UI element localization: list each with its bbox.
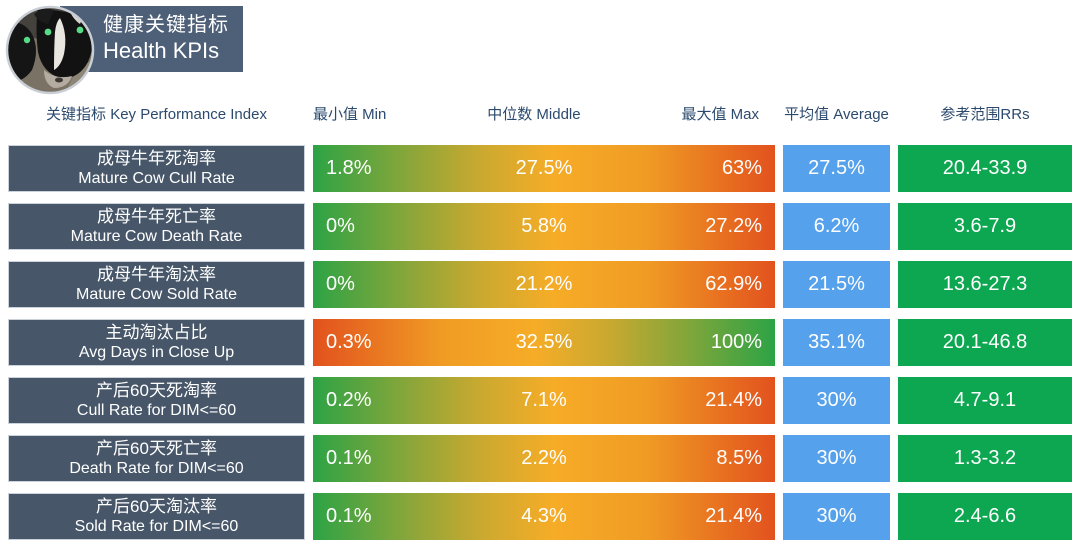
average-value: 6.2% [813, 215, 860, 237]
kpi-label-box: 成母牛年死淘率 Mature Cow Cull Rate [8, 145, 305, 192]
min-value: 1.8% [326, 157, 372, 179]
kpi-row: 产后60天死淘率 Cull Rate for DIM<=60 0.2% 7.1%… [8, 377, 1072, 424]
reference-range-value: 20.4-33.9 [942, 157, 1028, 179]
reference-range-box: 20.4-33.9 [898, 145, 1072, 192]
min-value: 0.2% [326, 389, 372, 411]
reference-range-box: 20.1-46.8 [898, 319, 1072, 366]
title-en: Health KPIs [103, 37, 220, 63]
min-value: 0% [326, 215, 355, 237]
header-average: 平均值 Average [784, 105, 889, 123]
kpi-label-en: Mature Cow Death Rate [70, 228, 243, 246]
reference-range-value: 20.1-46.8 [942, 331, 1028, 353]
reference-range-box: 3.6-7.9 [898, 203, 1072, 250]
average-value: 30% [816, 505, 857, 527]
kpi-label-en: Death Rate for DIM<=60 [69, 460, 244, 478]
middle-value: 32.5% [515, 331, 573, 353]
kpi-label-zh: 产后60天淘汰率 [96, 496, 217, 516]
reference-range-value: 1.3-3.2 [953, 447, 1017, 469]
average-value: 35.1% [808, 331, 865, 353]
kpi-row: 主动淘汰占比 Avg Days in Close Up 0.3% 32.5% 1… [8, 319, 1072, 366]
kpi-row: 成母牛年死淘率 Mature Cow Cull Rate 1.8% 27.5% … [8, 145, 1072, 192]
reference-range-box: 1.3-3.2 [898, 435, 1072, 482]
header-middle: 中位数 Middle [487, 105, 581, 123]
reference-range-value: 4.7-9.1 [953, 389, 1017, 411]
max-value: 62.9% [705, 273, 762, 295]
min-value: 0.3% [326, 331, 372, 353]
min-value: 0.1% [326, 447, 372, 469]
middle-value: 27.5% [515, 157, 573, 179]
kpi-label-box: 产后60天淘汰率 Sold Rate for DIM<=60 [8, 493, 305, 540]
max-value: 21.4% [705, 389, 762, 411]
average-value-box: 30% [783, 493, 890, 540]
range-gradient-bar: 0% 5.8% 27.2% [313, 203, 775, 250]
average-value: 27.5% [808, 157, 865, 179]
kpi-row: 产后60天淘汰率 Sold Rate for DIM<=60 0.1% 4.3%… [8, 493, 1072, 540]
kpi-rows-container: 成母牛年死淘率 Mature Cow Cull Rate 1.8% 27.5% … [0, 145, 1080, 551]
kpi-label-en: Cull Rate for DIM<=60 [76, 402, 237, 420]
reference-range-box: 2.4-6.6 [898, 493, 1072, 540]
average-value-box: 6.2% [783, 203, 890, 250]
average-value-box: 21.5% [783, 261, 890, 308]
max-value: 100% [710, 331, 762, 353]
reference-range-box: 13.6-27.3 [898, 261, 1072, 308]
range-gradient-bar: 0.2% 7.1% 21.4% [313, 377, 775, 424]
kpi-label-box: 成母牛年淘汰率 Mature Cow Sold Rate [8, 261, 305, 308]
kpi-label-box: 产后60天死亡率 Death Rate for DIM<=60 [8, 435, 305, 482]
max-value: 27.2% [705, 215, 762, 237]
kpi-label-box: 主动淘汰占比 Avg Days in Close Up [8, 319, 305, 366]
kpi-label-en: Mature Cow Cull Rate [78, 170, 235, 188]
reference-range-value: 3.6-7.9 [953, 215, 1017, 237]
kpi-row: 产后60天死亡率 Death Rate for DIM<=60 0.1% 2.2… [8, 435, 1072, 482]
table-header-row: 关键指标 Key Performance Index 最小值 Min 中位数 M… [8, 100, 1072, 126]
kpi-row: 成母牛年淘汰率 Mature Cow Sold Rate 0% 21.2% 62… [8, 261, 1072, 308]
max-value: 63% [721, 157, 762, 179]
kpi-label-en: Mature Cow Sold Rate [76, 286, 237, 304]
min-value: 0.1% [326, 505, 372, 527]
max-value: 21.4% [705, 505, 762, 527]
middle-value: 2.2% [521, 447, 567, 469]
kpi-label-zh: 产后60天死淘率 [96, 380, 217, 400]
kpi-label-zh: 成母牛年死亡率 [97, 206, 216, 226]
reference-range-value: 13.6-27.3 [942, 273, 1028, 295]
average-value: 30% [816, 389, 857, 411]
reference-range-box: 4.7-9.1 [898, 377, 1072, 424]
range-gradient-bar: 0% 21.2% 62.9% [313, 261, 775, 308]
average-value-box: 35.1% [783, 319, 890, 366]
header-max: 最大值 Max [681, 105, 759, 123]
header-min-mid-max: 最小值 Min 中位数 Middle 最大值 Max [313, 103, 775, 124]
range-gradient-bar: 0.3% 32.5% 100% [313, 319, 775, 366]
max-value: 8.5% [716, 447, 762, 469]
header-kpi: 关键指标 Key Performance Index [46, 105, 267, 123]
title-zh: 健康关键指标 [103, 14, 229, 37]
min-value: 0% [326, 273, 355, 295]
kpi-label-box: 成母牛年死亡率 Mature Cow Death Rate [8, 203, 305, 250]
average-value: 30% [816, 447, 857, 469]
cow-photo-avatar [5, 5, 95, 95]
kpi-row: 成母牛年死亡率 Mature Cow Death Rate 0% 5.8% 27… [8, 203, 1072, 250]
kpi-label-en: Sold Rate for DIM<=60 [74, 518, 239, 536]
range-gradient-bar: 0.1% 2.2% 8.5% [313, 435, 775, 482]
range-gradient-bar: 0.1% 4.3% 21.4% [313, 493, 775, 540]
kpi-label-zh: 产后60天死亡率 [96, 438, 217, 458]
kpi-label-zh: 成母牛年淘汰率 [97, 264, 216, 284]
kpi-label-en: Avg Days in Close Up [78, 344, 235, 362]
range-gradient-bar: 1.8% 27.5% 63% [313, 145, 775, 192]
reference-range-value: 2.4-6.6 [953, 505, 1017, 527]
header-rrs: 参考范围RRs [940, 105, 1030, 123]
average-value-box: 27.5% [783, 145, 890, 192]
average-value-box: 30% [783, 377, 890, 424]
kpi-label-zh: 主动淘汰占比 [105, 322, 208, 342]
kpi-label-box: 产后60天死淘率 Cull Rate for DIM<=60 [8, 377, 305, 424]
kpi-label-zh: 成母牛年死淘率 [97, 148, 216, 168]
header-min: 最小值 Min [313, 105, 387, 123]
average-value-box: 30% [783, 435, 890, 482]
average-value: 21.5% [808, 273, 865, 295]
